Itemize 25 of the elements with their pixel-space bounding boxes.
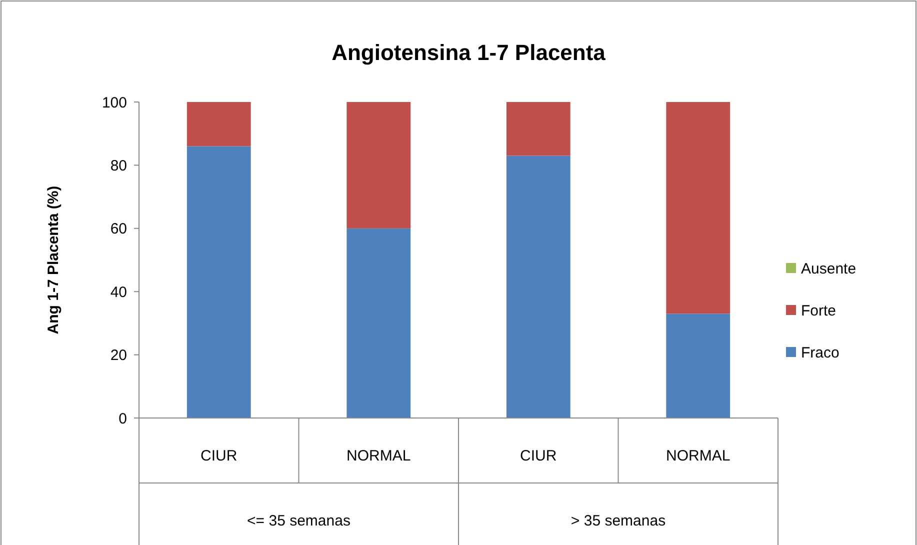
x-tick-label: NORMAL bbox=[346, 447, 411, 464]
text: <= 35 semanas bbox=[247, 512, 350, 530]
y-tick-label: 100 bbox=[102, 94, 127, 112]
legend-label: Ausente bbox=[801, 260, 856, 278]
bar bbox=[186, 146, 251, 418]
legend-label: Forte bbox=[801, 302, 836, 320]
x-tick-label: NORMAL bbox=[666, 447, 730, 464]
bar bbox=[666, 102, 730, 314]
y-tick-label: 60 bbox=[110, 220, 127, 238]
y-tick-label: 0 bbox=[118, 410, 127, 428]
bar bbox=[346, 102, 411, 228]
y-axis-title: Ang 1-7 Placenta (%) bbox=[45, 186, 62, 334]
text: > 35 semanas bbox=[570, 512, 666, 530]
bar bbox=[346, 228, 411, 418]
bar bbox=[506, 102, 570, 156]
y-tick-label: 20 bbox=[110, 347, 127, 364]
chart-title: Angiotensina 1-7 Placenta bbox=[332, 40, 606, 65]
bar bbox=[186, 102, 251, 146]
legend-label: Fraco bbox=[801, 344, 840, 362]
bar bbox=[666, 314, 730, 418]
x-tick-label: CIUR bbox=[520, 447, 557, 464]
y-tick-label: 40 bbox=[110, 284, 127, 301]
x-tick-label: CIUR bbox=[200, 447, 238, 464]
y-tick-label: 80 bbox=[110, 157, 127, 174]
bar bbox=[506, 156, 570, 418]
